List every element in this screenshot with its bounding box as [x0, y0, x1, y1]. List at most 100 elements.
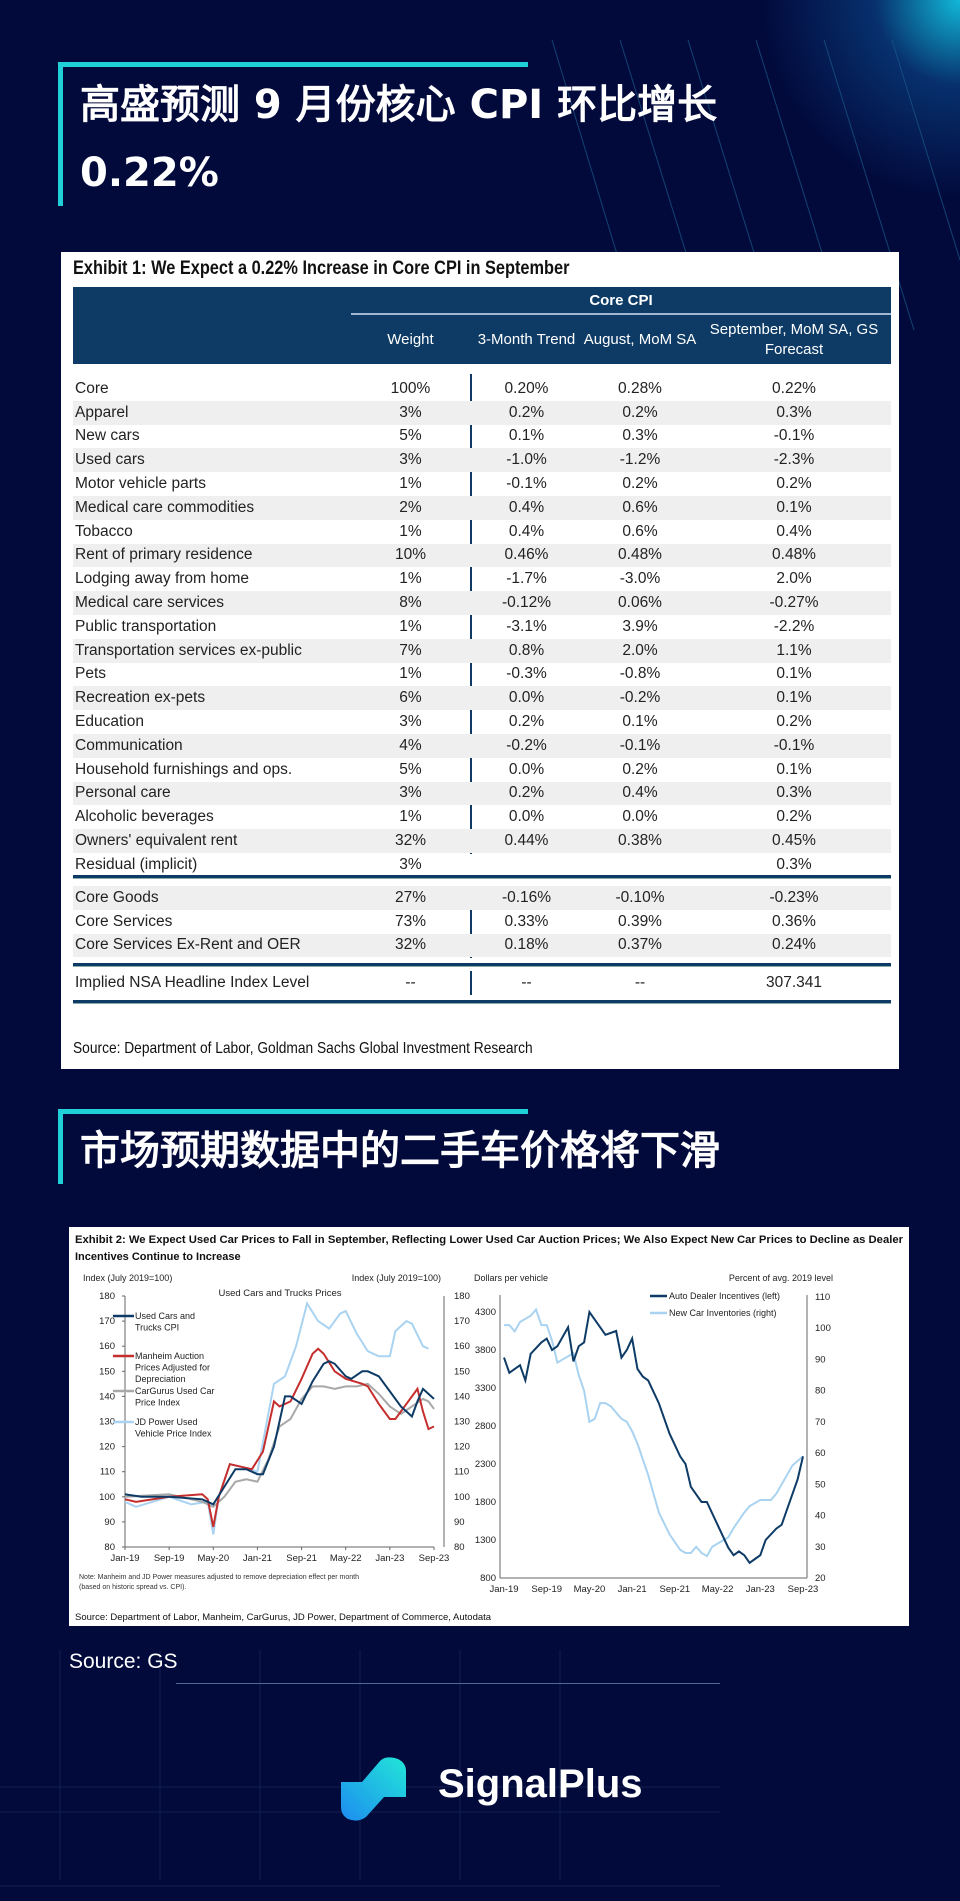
cell-value: 1% [399, 617, 422, 635]
cell-value: 1% [399, 475, 422, 493]
cell-value: -0.8% [619, 665, 661, 683]
cell-value: 0.33% [504, 912, 549, 930]
x-tick-label: Jan-19 [110, 1553, 139, 1564]
chart-note: Note: Manheim and JD Power measures adju… [79, 1574, 359, 1581]
cell-value: -2.3% [773, 451, 815, 469]
y-tick-label-right: 110 [815, 1292, 830, 1303]
section-divider [73, 963, 891, 967]
x-tick-label: Jan-21 [243, 1553, 272, 1564]
table-row: Alcoholic beverages 1% 0.0% 0.0% 0.2% [73, 805, 891, 829]
cell-value: 3% [399, 784, 422, 802]
column-header: August, MoM SA [583, 331, 697, 348]
series-line [124, 1360, 435, 1506]
legend-label: Used Cars and [135, 1311, 195, 1321]
table-row: Core 100% 0.20% 0.28% 0.22% [73, 377, 891, 401]
cell-value: 5% [399, 760, 422, 778]
y-tick-label: 140 [99, 1391, 115, 1402]
y-tick-label-right: 60 [815, 1448, 826, 1459]
table-row: Apparel 3% 0.2% 0.2% 0.3% [73, 400, 891, 425]
signalplus-logo-icon [341, 1757, 406, 1821]
y-tick-label-right: 80 [815, 1386, 826, 1397]
column-header: Weight [387, 331, 434, 348]
cell-value: 0.1% [776, 498, 812, 516]
cell-value: 7% [399, 641, 422, 659]
cell-value: -0.1% [506, 475, 547, 493]
table-row: Pets 1% -0.3% -0.8% 0.1% [73, 663, 891, 687]
table-header: Core CPI Weight 3-Month Trend August, Mo… [73, 287, 891, 364]
y-tick-label-right: 40 [815, 1511, 826, 1522]
y-tick-label: 170 [99, 1316, 115, 1327]
x-tick-label: May-20 [574, 1584, 606, 1595]
x-tick-label: Jan-21 [618, 1584, 647, 1595]
x-tick-label: Jan-23 [746, 1584, 775, 1595]
series-line [124, 1382, 435, 1509]
footer-source: Source: GS [69, 1650, 178, 1673]
series-line [124, 1347, 435, 1528]
x-tick-label: Sep-21 [660, 1584, 691, 1595]
y-tick-label-right: 100 [454, 1492, 470, 1503]
y-axis-title: Dollars per vehicle [474, 1273, 548, 1283]
row-label: Alcoholic beverages [75, 808, 214, 826]
row-label: Communication [75, 736, 183, 754]
y-tick-label: 160 [99, 1341, 115, 1352]
row-label: Rent of primary residence [75, 546, 253, 564]
column-header: 3-Month Trend [477, 331, 576, 348]
y-tick-label-right: 180 [454, 1291, 470, 1302]
table-row: Implied NSA Headline Index Level -- -- -- 30… [73, 971, 891, 995]
y-tick-label-right: 90 [815, 1354, 826, 1365]
cell-value: 0.2% [508, 713, 545, 731]
exhibit1-title: Exhibit 1: We Expect a 0.22% Increase in… [73, 258, 570, 279]
exhibit2-card: Exhibit 2: We Expect Used Car Prices to … [69, 1227, 909, 1626]
cell-value: 3% [399, 713, 422, 731]
legend-label: CarGurus Used Car [135, 1386, 215, 1396]
cell-value: 0.48% [772, 546, 816, 564]
corner-glow [760, 0, 960, 200]
cell-value: 0.45% [772, 832, 816, 850]
table-row: Core Services 73% 0.33% 0.39% 0.36% [73, 910, 891, 934]
chart-title: Used Cars and Trucks Prices [218, 1288, 341, 1299]
x-tick-label: Jan-19 [489, 1584, 518, 1595]
cell-value: 0.20% [504, 379, 549, 397]
cell-value: 1% [399, 808, 422, 826]
y-tick-label-right: 140 [454, 1391, 470, 1402]
table-row: Lodging away from home 1% -1.7% -3.0% 2.0% [73, 567, 891, 591]
y-tick-label: 120 [99, 1442, 115, 1453]
cell-value: -0.12% [501, 594, 552, 612]
row-label: Motor vehicle parts [75, 475, 206, 493]
exhibit1-source: Source: Department of Labor, Goldman Sac… [73, 1040, 533, 1057]
section-frame-line [58, 1109, 63, 1184]
table-row: Used cars 3% -1.0% -1.2% -2.3% [73, 448, 891, 473]
section-frame-line [58, 1109, 528, 1114]
table-row: Tobacco 1% 0.4% 0.6% 0.4% [73, 520, 891, 544]
row-label: New cars [75, 427, 140, 445]
cell-value: 2.0% [776, 570, 812, 588]
table-row: Transportation services ex-public 7% 0.8% 2… [73, 638, 891, 663]
cell-value: 0.22% [772, 379, 816, 397]
section-title: 高盛预测 9 月份核心 CPI 环比增长 [80, 82, 718, 128]
cell-value: 27% [394, 888, 427, 906]
cell-value: -0.16% [501, 888, 552, 906]
row-label: Household furnishings and ops. [75, 760, 293, 778]
cell-value: 0.4% [508, 498, 545, 516]
y-tick-label: 1300 [475, 1535, 496, 1546]
cell-value: 0.6% [622, 498, 658, 516]
row-label: Public transportation [75, 617, 217, 635]
cell-value: 0.18% [504, 936, 549, 954]
y-tick-label-right: 70 [815, 1417, 826, 1428]
y-tick-label: 130 [99, 1417, 115, 1428]
row-label: Personal care [75, 784, 171, 802]
cell-value: 0.0% [508, 760, 545, 778]
y-tick-label-right: 130 [454, 1417, 470, 1428]
row-label: Core Services [75, 912, 173, 930]
column-divider [470, 971, 472, 995]
cell-value: 4% [399, 736, 422, 754]
y-tick-label: 150 [99, 1366, 115, 1377]
series-line [503, 1309, 804, 1565]
table-row: Recreation ex-pets 6% 0.0% -0.2% 0.1% [73, 686, 891, 711]
y-tick-label: 90 [104, 1517, 115, 1528]
row-label: Medical care commodities [75, 498, 255, 516]
cell-value: 0.46% [504, 546, 549, 564]
y-tick-label-right: 170 [454, 1316, 470, 1327]
y-tick-label-right: 20 [815, 1573, 826, 1584]
cell-value: 0.6% [622, 522, 658, 540]
